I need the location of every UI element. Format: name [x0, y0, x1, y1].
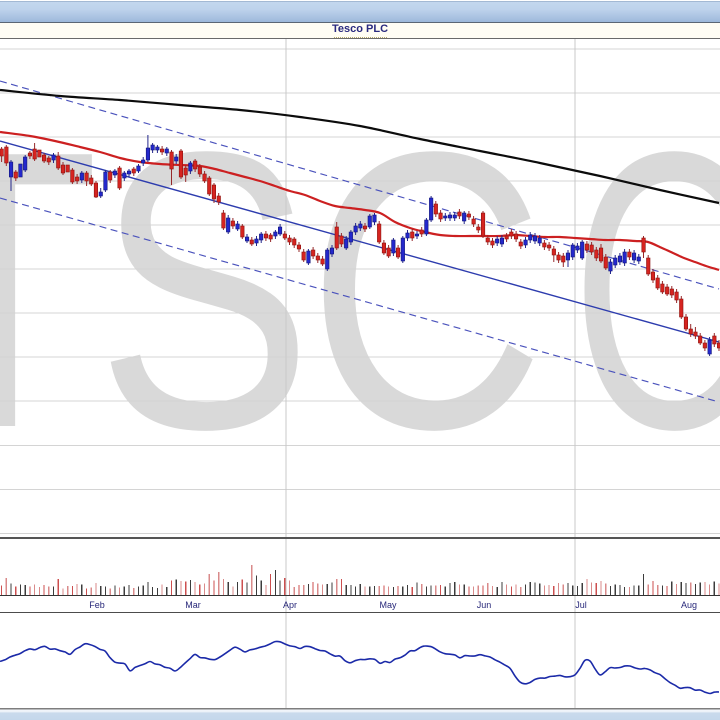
svg-text:Mar: Mar — [185, 600, 201, 610]
svg-text:Aug: Aug — [681, 600, 697, 610]
svg-text:May: May — [379, 600, 397, 610]
svg-text:Jun: Jun — [477, 600, 492, 610]
svg-text:Feb: Feb — [89, 600, 105, 610]
svg-text:Jul: Jul — [575, 600, 587, 610]
svg-text:Apr: Apr — [283, 600, 297, 610]
